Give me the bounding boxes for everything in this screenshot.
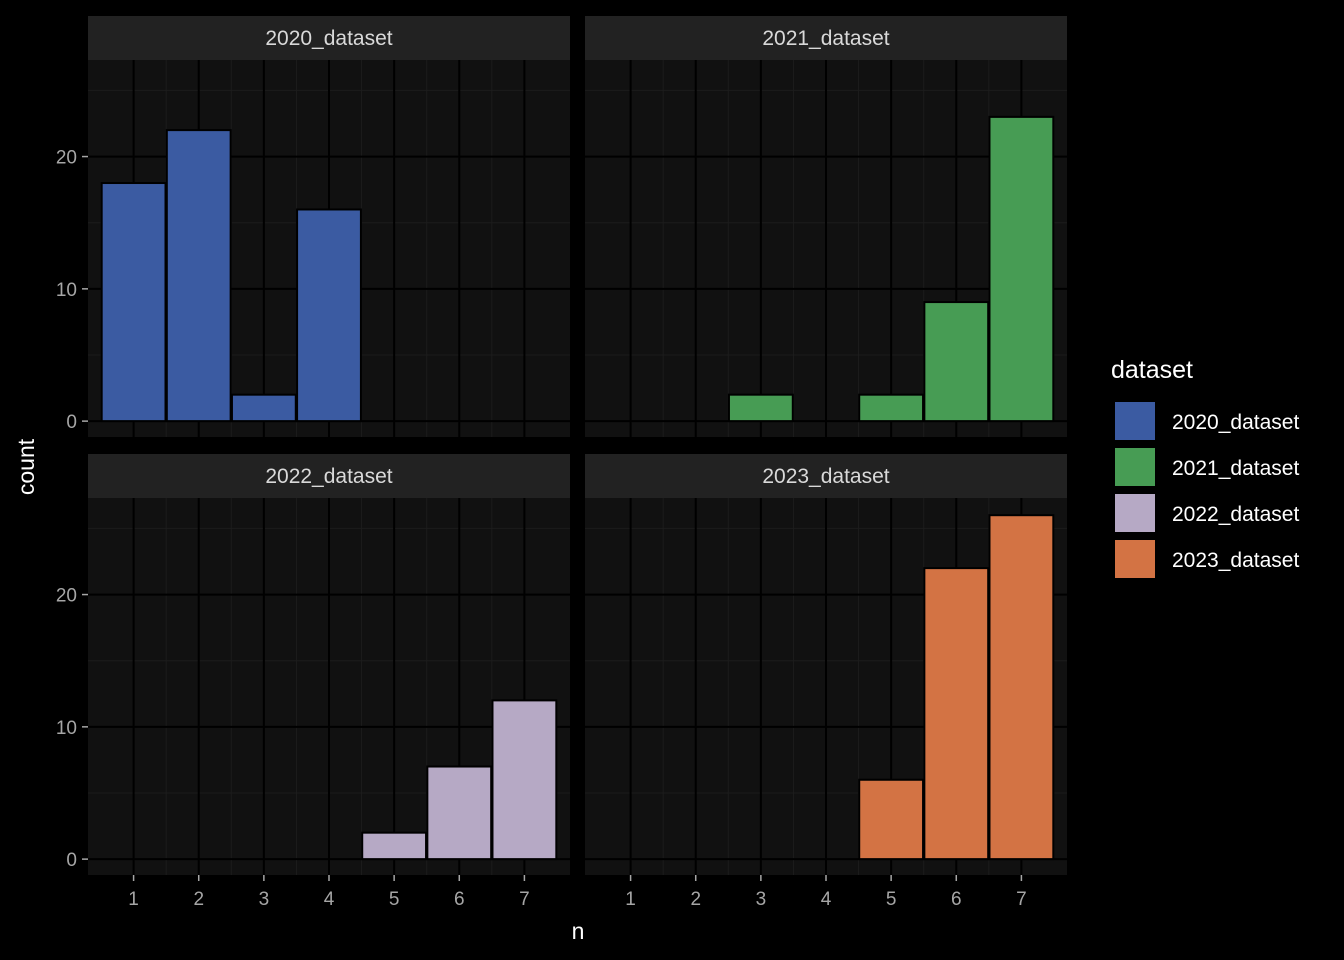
x-tick-label: 2 bbox=[193, 889, 204, 910]
bar bbox=[988, 115, 1055, 423]
bar bbox=[100, 182, 167, 423]
facet-panels: 2020_dataset010202021_dataset2022_datase… bbox=[56, 16, 1067, 910]
legend-label: 2023_dataset bbox=[1172, 549, 1299, 572]
legend-title: dataset bbox=[1111, 356, 1193, 384]
bar bbox=[296, 208, 362, 423]
bar bbox=[426, 765, 493, 861]
y-axis-title: count bbox=[13, 438, 39, 495]
y-tick-label: 0 bbox=[66, 850, 77, 871]
y-tick-label: 10 bbox=[56, 280, 77, 301]
x-axis-title: n bbox=[572, 918, 585, 944]
x-tick-label: 1 bbox=[625, 889, 636, 910]
bar bbox=[727, 393, 794, 423]
legend-key bbox=[1115, 448, 1155, 486]
facet-strip bbox=[585, 454, 1067, 498]
facet-panel: 2023_dataset 1 2 3 4 5 6 7 bbox=[585, 454, 1067, 910]
x-tick-label: 3 bbox=[756, 889, 767, 910]
facet-strip bbox=[88, 16, 570, 60]
x-tick-label: 6 bbox=[454, 889, 465, 910]
x-tick-label: 6 bbox=[951, 889, 962, 910]
y-tick-label: 20 bbox=[56, 148, 77, 169]
x-tick-label: 1 bbox=[128, 889, 139, 910]
facet-strip bbox=[585, 16, 1067, 60]
bar bbox=[230, 393, 297, 423]
x-tick-label: 4 bbox=[821, 889, 832, 910]
facet-panel: 2022_dataset 0 10 20 1 2 3 4 5 6 7 bbox=[56, 454, 570, 910]
x-tick-label: 4 bbox=[324, 889, 335, 910]
y-tick-label: 0 bbox=[66, 412, 77, 433]
facet-panel: 2021_dataset bbox=[585, 16, 1067, 437]
legend-key bbox=[1115, 540, 1155, 578]
facet-strip bbox=[88, 454, 570, 498]
facet-strip-label: 2023_dataset bbox=[762, 465, 889, 488]
facet-strip-label: 2021_dataset bbox=[762, 27, 889, 50]
y-tick-label: 10 bbox=[56, 718, 77, 739]
legend-label: 2021_dataset bbox=[1172, 457, 1299, 480]
legend-label: 2020_dataset bbox=[1172, 411, 1299, 434]
bar bbox=[923, 301, 990, 423]
bar bbox=[858, 393, 925, 423]
x-tick-label: 5 bbox=[389, 889, 400, 910]
bar bbox=[361, 831, 428, 861]
legend: dataset 2020_dataset 2021_dataset 2022_dat… bbox=[1111, 356, 1299, 578]
x-tick-label: 7 bbox=[519, 889, 530, 910]
legend-label: 2022_dataset bbox=[1172, 503, 1299, 526]
facet-strip-label: 2020_dataset bbox=[265, 27, 392, 50]
facet-panel: 2020_dataset 0 10 20 bbox=[56, 16, 570, 437]
x-tick-label: 7 bbox=[1016, 889, 1027, 910]
bar bbox=[988, 514, 1055, 861]
legend-key bbox=[1115, 402, 1155, 440]
facet-strip-label: 2022_dataset bbox=[265, 465, 392, 488]
bar bbox=[491, 699, 558, 861]
bar bbox=[165, 129, 232, 423]
y-tick-label: 20 bbox=[56, 586, 77, 607]
x-tick-label: 2 bbox=[690, 889, 701, 910]
x-tick-label: 5 bbox=[886, 889, 897, 910]
x-tick-label: 3 bbox=[259, 889, 270, 910]
legend-key bbox=[1115, 494, 1155, 532]
bar bbox=[858, 778, 925, 861]
bar bbox=[923, 567, 990, 861]
